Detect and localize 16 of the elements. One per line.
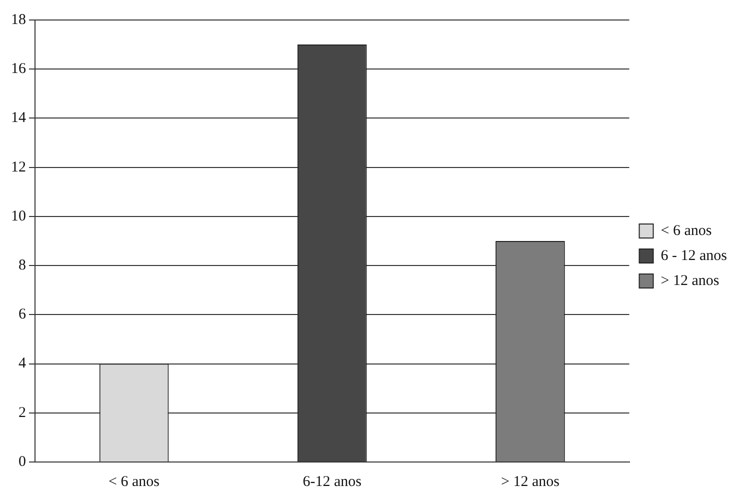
legend-label: 6 - 12 anos (660, 248, 728, 264)
y-tick-label: 18 (11, 12, 26, 28)
legend-label: > 12 anos (660, 272, 720, 289)
x-tick-label: 6-12 anos (302, 474, 362, 490)
y-tick-label: 8 (18, 257, 26, 274)
y-tick-label: 14 (11, 110, 26, 126)
legend-label: < 6 anos (660, 222, 712, 239)
y-tick-label: 16 (11, 61, 26, 78)
x-tick-label: > 12 anos (500, 474, 560, 490)
y-tick-label: 12 (11, 159, 26, 176)
y-tick-label: 4 (18, 356, 26, 372)
y-tick-label: 0 (18, 454, 26, 470)
y-tick-label: 6 (18, 306, 26, 323)
y-tick-label: 10 (11, 208, 26, 224)
y-tick-label: 2 (18, 404, 26, 421)
x-tick-label: < 6 anos (108, 474, 160, 490)
